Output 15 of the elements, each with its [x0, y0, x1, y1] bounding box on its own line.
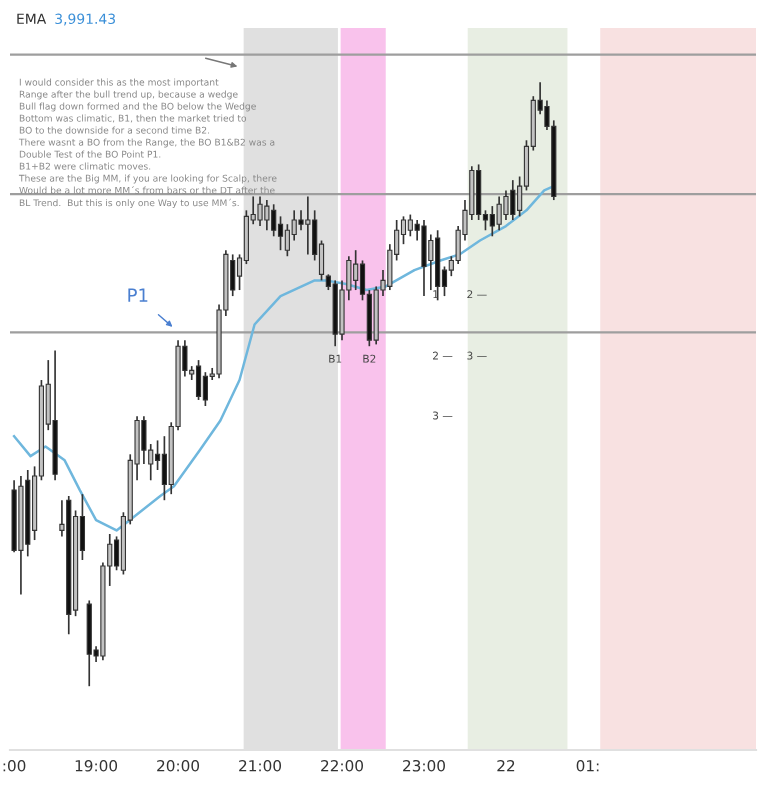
candlestick: [264, 199, 270, 232]
candlestick: [353, 249, 359, 291]
candlestick: [195, 359, 202, 401]
candlestick: [202, 371, 208, 407]
candlestick: [271, 203, 277, 238]
candlestick: [298, 209, 304, 232]
candlestick: [407, 213, 413, 238]
annotation: P1: [128, 288, 148, 302]
candlestick: [421, 219, 427, 297]
candlestick: [510, 179, 516, 221]
candlestick: [428, 233, 434, 291]
candlestick: [476, 163, 482, 221]
candlestick: [257, 195, 263, 227]
candlestick: [496, 195, 502, 232]
candlestick: [305, 195, 311, 256]
